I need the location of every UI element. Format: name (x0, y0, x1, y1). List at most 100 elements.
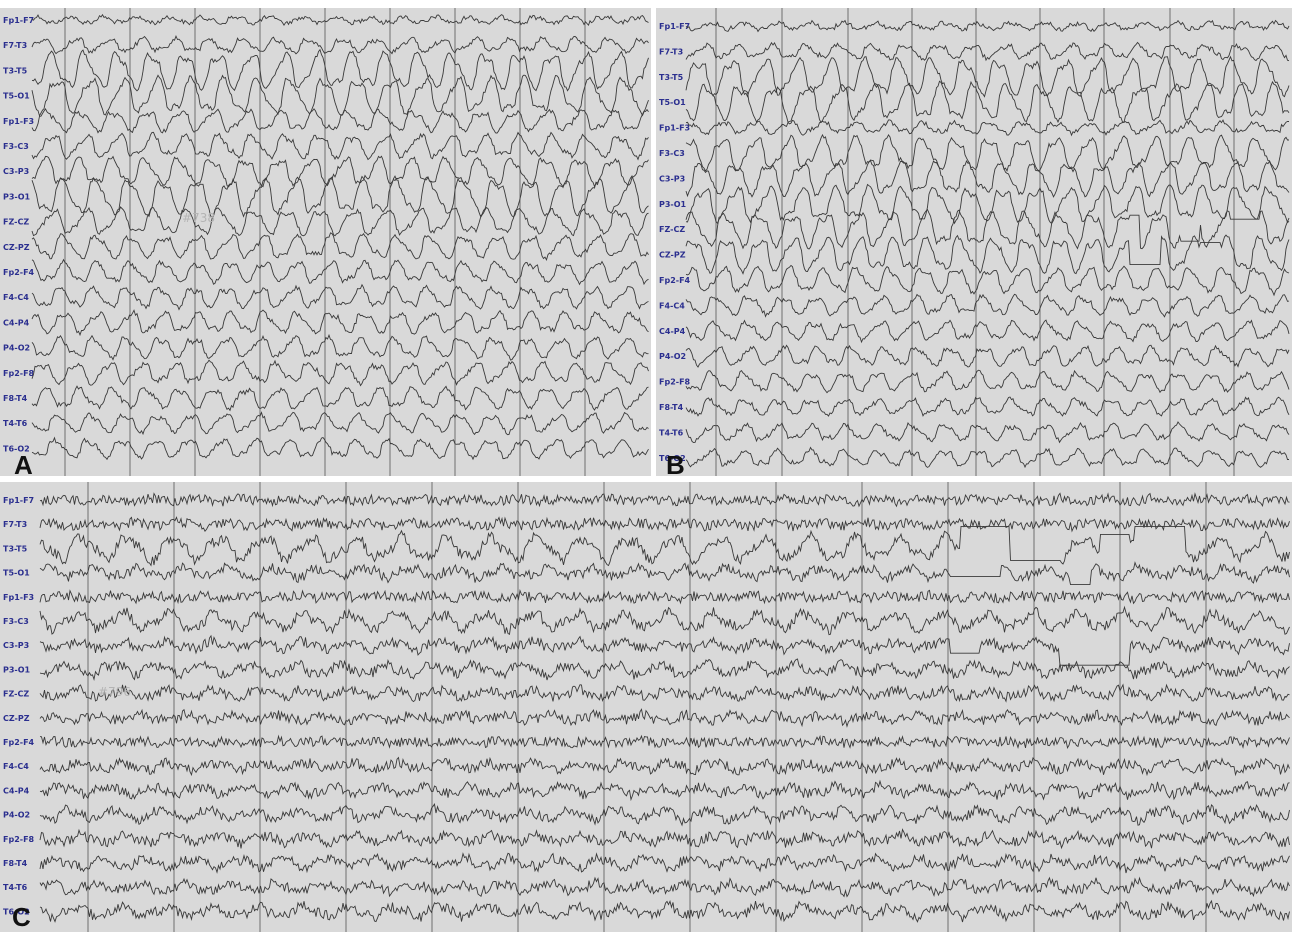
channel-label: T5-O1 (3, 92, 30, 101)
channel-label: Fp2-F4 (659, 276, 691, 285)
eeg-trace (31, 436, 649, 461)
eeg-trace (685, 41, 1290, 62)
channel-label: T3-T5 (3, 66, 28, 75)
eeg-trace (31, 74, 649, 118)
eeg-trace (685, 80, 1290, 124)
eeg-trace (31, 411, 649, 436)
eeg-trace (685, 319, 1290, 344)
eeg-trace (685, 133, 1289, 172)
channel-label: P4-O2 (659, 352, 686, 361)
eeg-traces-c: Fp1-F7 F7-T3 T3-T5 T5-O1 Fp1-F3 F3-C3 C3-P3 P3-… (3, 482, 1290, 932)
eeg-trace (31, 13, 649, 26)
eeg-trace (39, 516, 1290, 533)
eeg-trace (39, 876, 1290, 898)
eeg-trace (39, 634, 1290, 666)
channel-label: T5-O1 (3, 569, 30, 578)
eeg-trace (31, 385, 649, 412)
eeg-trace (685, 208, 1290, 250)
channel-label: F7-T3 (3, 41, 27, 50)
eeg-trace (31, 283, 649, 311)
channel-label: Fp2-F4 (3, 738, 35, 747)
eeg-trace (39, 525, 1290, 567)
page-marker: #738 (182, 211, 215, 225)
eeg-trace (39, 756, 1290, 777)
channel-label: T5-O1 (659, 98, 686, 107)
channel-label: Fp2-F8 (3, 369, 35, 378)
eeg-trace (685, 55, 1290, 98)
channel-label: CZ-PZ (3, 243, 30, 252)
eeg-trace (685, 234, 1290, 275)
channel-label: C4-P4 (659, 327, 686, 336)
channel-label: T4-T6 (659, 428, 684, 437)
channel-label: P3-O1 (3, 665, 31, 674)
eeg-trace (31, 155, 649, 189)
channel-label: C3-P3 (3, 167, 29, 176)
eeg-trace (39, 852, 1290, 874)
channel-label: C4-P4 (3, 786, 30, 795)
eeg-trace (39, 683, 1290, 703)
eeg-trace (685, 421, 1290, 444)
channel-label: F7-T3 (659, 47, 683, 56)
eeg-trace (31, 48, 649, 92)
channel-label: T3-T5 (659, 73, 684, 82)
channel-label: F7-T3 (3, 520, 27, 529)
eeg-trace (685, 119, 1290, 137)
channel-label: F4-C4 (3, 293, 29, 302)
channel-label: F3-C3 (659, 149, 685, 158)
eeg-trace (39, 734, 1290, 750)
eeg-trace (31, 309, 649, 337)
channel-label: Fp2-F4 (3, 268, 35, 277)
eeg-trace (31, 333, 649, 361)
eeg-trace (31, 131, 649, 161)
eeg-trace (39, 708, 1290, 728)
eeg-trace (39, 658, 1290, 682)
eeg-trace (39, 492, 1290, 508)
channel-label: CZ-PZ (659, 251, 686, 260)
channel-label: P4-O2 (3, 811, 30, 820)
channel-label: Fp2-F8 (3, 835, 35, 844)
channel-label: T4-T6 (3, 883, 28, 892)
eeg-panel-c: Fp1-F7 F7-T3 T3-T5 T5-O1 Fp1-F3 F3-C3 C3-P3 P3-… (0, 482, 1292, 932)
channel-label: F3-C3 (3, 142, 29, 151)
eeg-trace (685, 293, 1290, 318)
eeg-trace (685, 159, 1290, 198)
channel-label: C3-P3 (3, 641, 29, 650)
channel-label: CZ-PZ (3, 714, 30, 723)
channel-label: Fp1-F3 (3, 117, 34, 126)
eeg-traces-a: Fp1-F7 F7-T3 T3-T5 T5-O1 Fp1-F3 F3-C3 C3-P3 P3-… (3, 8, 649, 476)
eeg-trace (31, 359, 649, 387)
channel-label: T6-O2 (3, 444, 30, 453)
channel-label: FZ-CZ (659, 225, 685, 234)
channel-label: F8-T4 (3, 394, 28, 403)
channel-label: F4-C4 (3, 762, 29, 771)
channel-label: FZ-CZ (3, 690, 29, 699)
eeg-trace (685, 264, 1290, 297)
eeg-trace (39, 605, 1290, 636)
eeg-trace (31, 232, 649, 261)
channel-label: Fp1-F7 (3, 496, 34, 505)
eeg-trace (39, 588, 1290, 605)
channel-label: F8-T4 (659, 403, 684, 412)
channel-label: FZ-CZ (3, 218, 29, 227)
eeg-trace (39, 803, 1290, 827)
eeg-trace (685, 344, 1290, 368)
channel-label: P3-O1 (659, 200, 687, 209)
channel-label: F4-C4 (659, 301, 685, 310)
channel-label: C4-P4 (3, 318, 30, 327)
panel-letter-b: B (666, 450, 685, 476)
channel-label: Fp2-F8 (659, 378, 691, 387)
panel-letter-a: A (14, 450, 33, 476)
page-marker: #796 (98, 685, 131, 699)
eeg-trace (685, 396, 1290, 417)
channel-label: F8-T4 (3, 859, 28, 868)
eeg-trace (31, 258, 649, 286)
channel-label: Fp1-F7 (659, 22, 690, 31)
channel-label: P4-O2 (3, 344, 30, 353)
channel-label: C3-P3 (659, 174, 685, 183)
eeg-trace (31, 108, 649, 134)
eeg-trace (31, 206, 649, 237)
eeg-trace (31, 35, 649, 55)
channel-label: Fp1-F3 (659, 124, 690, 133)
channel-label: Fp1-F7 (3, 16, 34, 25)
eeg-trace (39, 828, 1290, 850)
